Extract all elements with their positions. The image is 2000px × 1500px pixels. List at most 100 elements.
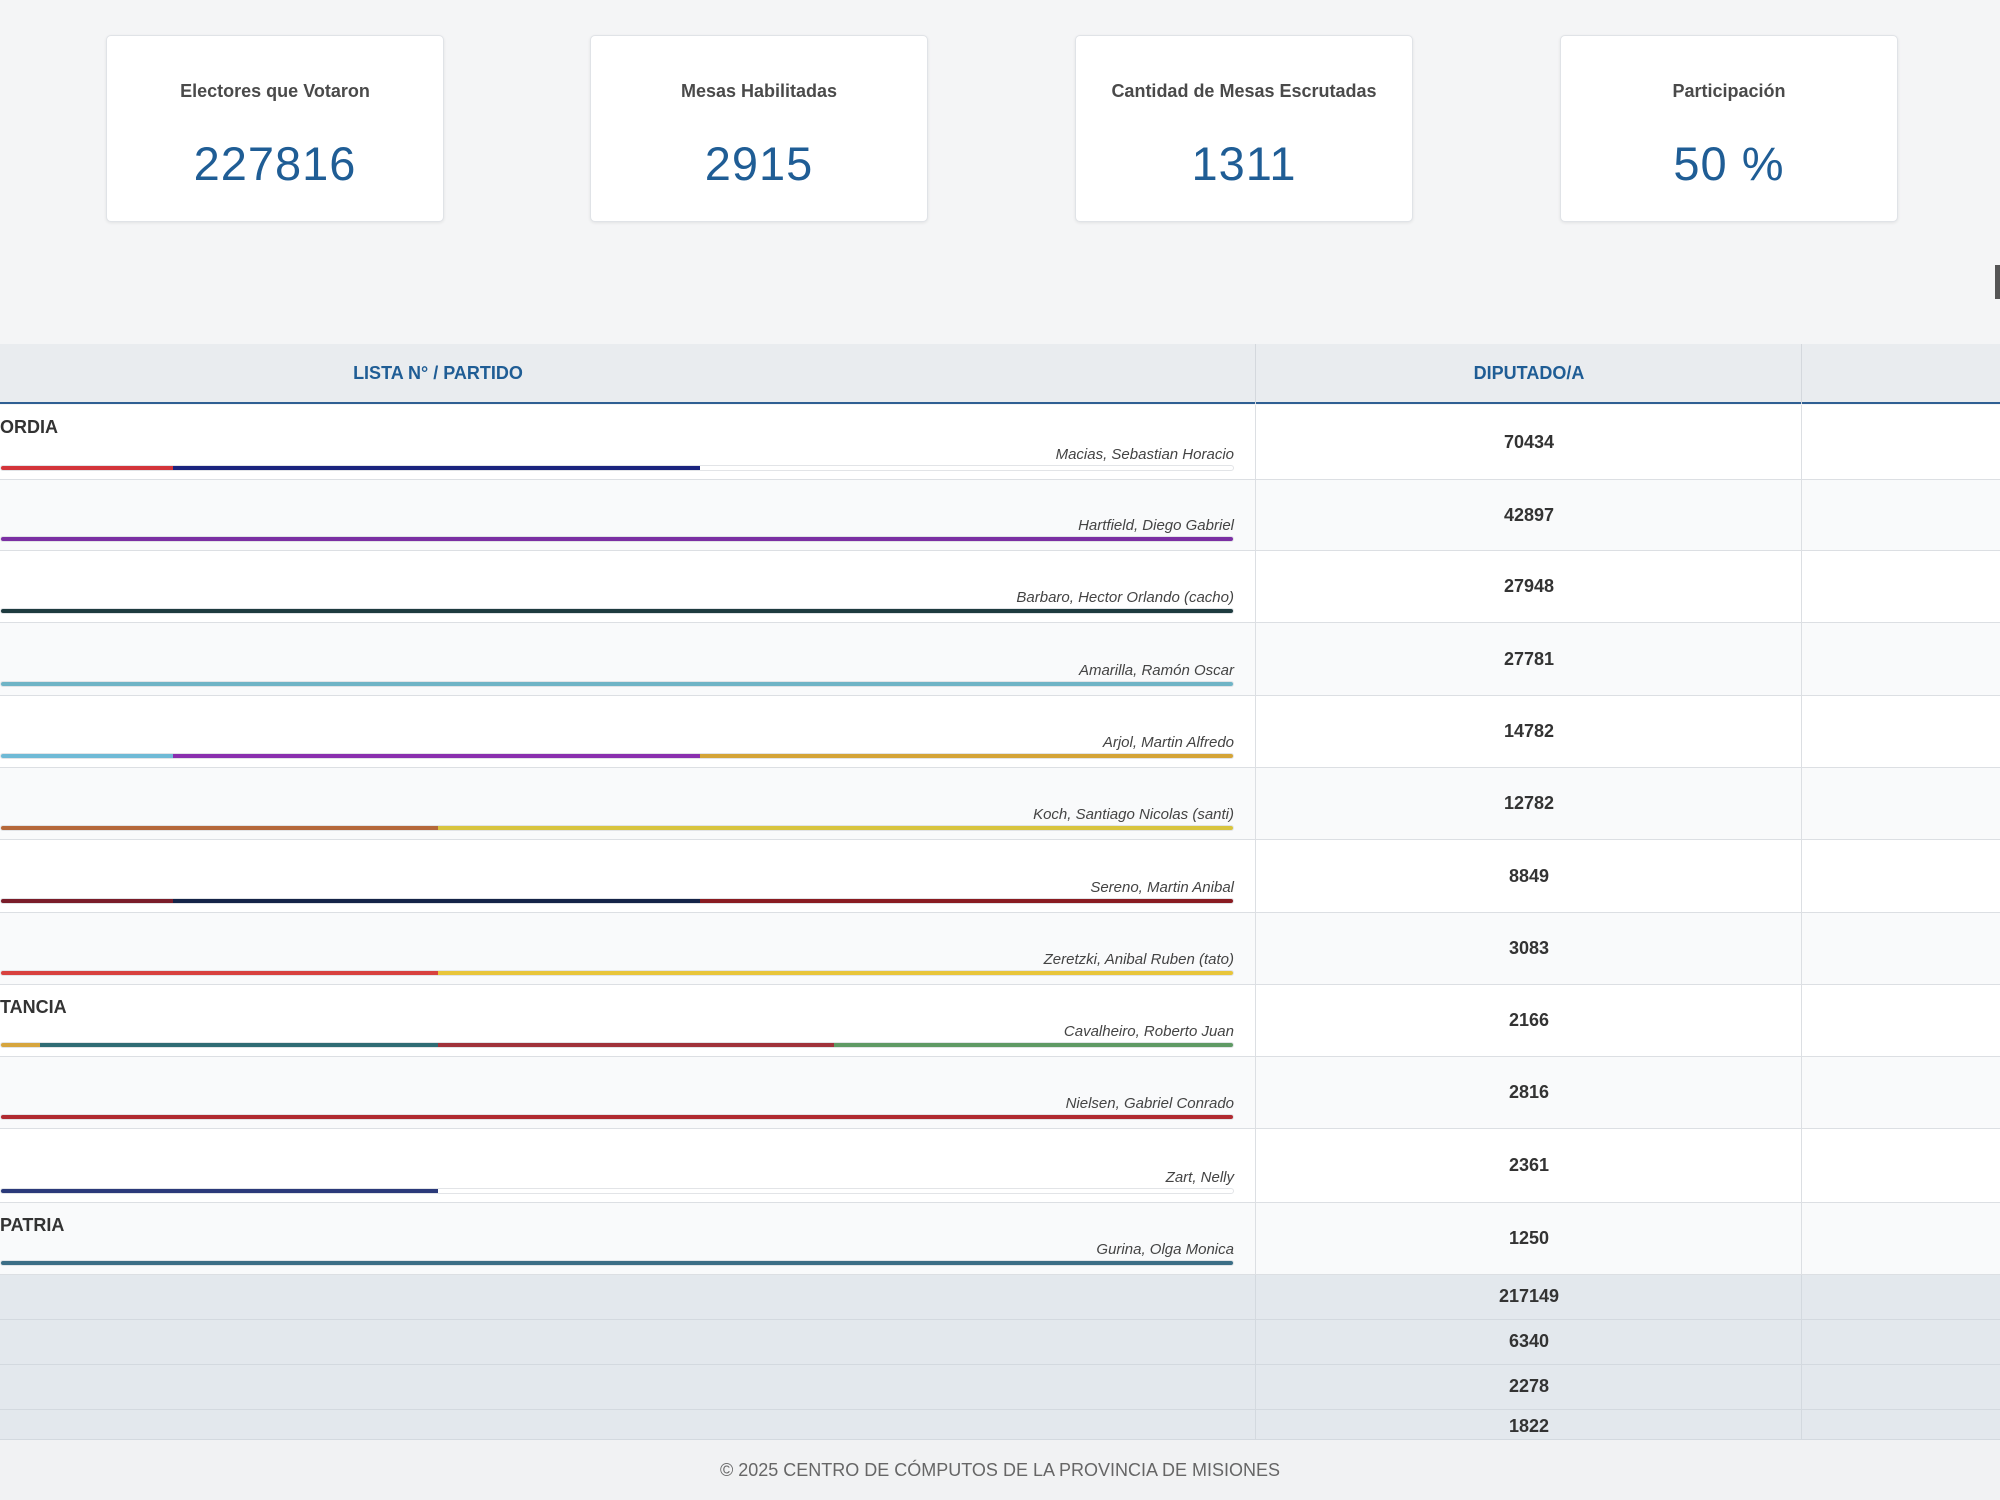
stat-title: Participación	[1672, 81, 1786, 101]
stat-card-mesas-escrutadas: Cantidad de Mesas Escrutadas 1311	[1075, 35, 1413, 222]
party-name: PATRIA	[0, 1215, 65, 1235]
vote-progress-segment	[438, 971, 1233, 975]
column-divider	[1255, 1410, 1256, 1439]
total-votes: 6340	[1508, 1331, 1550, 1351]
party-name: ORDIA	[0, 417, 58, 437]
stat-title: Mesas Habilitadas	[680, 81, 838, 101]
candidate-name: Barbaro, Hector Orlando (cacho)	[1016, 589, 1234, 606]
vote-progress-segment	[1, 466, 174, 470]
table-row[interactable]: Nielsen, Gabriel Conrado 2816	[0, 1057, 2000, 1129]
column-divider	[1255, 1129, 1256, 1202]
vote-progress-bar	[0, 608, 1234, 614]
candidate-name: Arjol, Martin Alfredo	[1102, 734, 1234, 751]
diputado-votes: 27781	[1503, 648, 1555, 669]
total-row: 217149	[0, 1275, 2000, 1320]
stat-card-participacion: Participación 50 %	[1560, 35, 1898, 222]
candidate-name: Zart, Nelly	[1165, 1169, 1234, 1186]
column-divider	[1801, 696, 1802, 767]
vote-progress-segment	[438, 1043, 834, 1047]
diputado-votes: 1250	[1508, 1228, 1550, 1248]
column-divider	[1255, 480, 1256, 550]
vote-progress-segment	[173, 466, 700, 470]
diputado-votes: 8849	[1508, 865, 1550, 886]
column-divider	[1255, 344, 1256, 404]
stat-value: 50 %	[1673, 137, 1785, 190]
column-divider	[1801, 1365, 1802, 1409]
vote-progress-segment	[699, 899, 1233, 903]
vote-progress-bar	[0, 465, 1234, 471]
column-divider	[1801, 1203, 1802, 1274]
table-row[interactable]: Arjol, Martin Alfredo 14782	[0, 696, 2000, 768]
vote-progress-segment	[1, 537, 1233, 541]
vote-progress-bar	[0, 536, 1234, 542]
candidate-name: Gurina, Olga Monica	[1096, 1241, 1234, 1258]
diputado-votes: 70434	[1503, 431, 1555, 452]
total-row: 2278	[0, 1365, 2000, 1410]
column-divider	[1801, 1057, 1802, 1128]
column-divider	[1255, 1275, 1256, 1319]
column-divider	[1255, 985, 1256, 1056]
vote-progress-segment	[173, 899, 700, 903]
vote-progress-segment	[1, 899, 174, 903]
vote-progress-bar	[0, 825, 1234, 831]
total-row: 6340	[0, 1320, 2000, 1365]
vote-progress-bar	[0, 681, 1234, 687]
vote-progress-segment	[173, 754, 700, 758]
column-divider	[1255, 840, 1256, 912]
party-name: TANCIA	[0, 997, 67, 1017]
table-row[interactable]: Koch, Santiago Nicolas (santi) 12782	[0, 768, 2000, 840]
total-votes: 2278	[1508, 1376, 1550, 1396]
column-divider	[1255, 1320, 1256, 1364]
candidate-name: Sereno, Martin Anibal	[1090, 879, 1234, 896]
table-row[interactable]: Barbaro, Hector Orlando (cacho) 27948	[0, 551, 2000, 623]
vote-progress-segment	[1, 609, 1233, 613]
table-row[interactable]: Sereno, Martin Anibal 8849	[0, 840, 2000, 913]
vote-progress-bar	[0, 898, 1234, 904]
column-header-diputado[interactable]: DIPUTADO/A	[1473, 363, 1585, 383]
stat-value: 2915	[704, 137, 814, 190]
column-divider	[1255, 768, 1256, 839]
column-divider	[1255, 913, 1256, 984]
vote-progress-segment	[1, 971, 439, 975]
scroll-marker[interactable]	[1995, 265, 2000, 299]
vote-progress-bar	[0, 1042, 1234, 1048]
column-divider	[1801, 985, 1802, 1056]
total-votes: 1822	[1508, 1416, 1550, 1436]
footer-copyright: © 2025 CENTRO DE CÓMPUTOS DE LA PROVINCI…	[0, 1440, 2000, 1500]
table-row[interactable]: TANCIA Cavalheiro, Roberto Juan 2166	[0, 985, 2000, 1057]
stat-title: Electores que Votaron	[180, 81, 370, 101]
candidate-name: Zeretzki, Anibal Ruben (tato)	[1043, 951, 1234, 968]
diputado-votes: 42897	[1503, 504, 1555, 525]
column-divider	[1801, 480, 1802, 550]
vote-progress-segment	[1, 1115, 1233, 1119]
vote-progress-bar	[0, 970, 1234, 976]
vote-progress-segment	[1, 1043, 41, 1047]
table-row[interactable]: Zart, Nelly 2361	[0, 1129, 2000, 1203]
column-divider	[1255, 405, 1256, 479]
table-row[interactable]: Hartfield, Diego Gabriel 42897	[0, 480, 2000, 551]
table-row[interactable]: Amarilla, Ramón Oscar 27781	[0, 623, 2000, 696]
stat-title: Cantidad de Mesas Escrutadas	[1111, 81, 1377, 101]
table-row[interactable]: PATRIA Gurina, Olga Monica 1250	[0, 1203, 2000, 1275]
stat-card-mesas-habilitadas: Mesas Habilitadas 2915	[590, 35, 928, 222]
results-table-header: LISTA N° / PARTIDO DIPUTADO/A	[0, 344, 2000, 404]
candidate-name: Nielsen, Gabriel Conrado	[1065, 1095, 1234, 1112]
candidate-name: Amarilla, Ramón Oscar	[1078, 662, 1234, 679]
total-votes: 217149	[1498, 1286, 1560, 1306]
vote-progress-segment	[1, 682, 1233, 686]
column-divider	[1801, 551, 1802, 622]
column-divider	[1801, 1320, 1802, 1364]
table-row[interactable]: ORDIA Macias, Sebastian Horacio 70434	[0, 405, 2000, 480]
column-divider	[1255, 1203, 1256, 1274]
column-divider	[1801, 344, 1802, 404]
vote-progress-bar	[0, 753, 1234, 759]
diputado-votes: 14782	[1503, 721, 1555, 741]
vote-progress-bar	[0, 1260, 1234, 1266]
vote-progress-bar	[0, 1188, 1234, 1194]
vote-progress-segment	[1, 754, 174, 758]
diputado-votes: 2816	[1508, 1082, 1550, 1102]
column-header-party[interactable]: LISTA N° / PARTIDO	[353, 363, 523, 383]
column-divider	[1801, 913, 1802, 984]
table-row[interactable]: Zeretzki, Anibal Ruben (tato) 3083	[0, 913, 2000, 985]
column-divider	[1801, 840, 1802, 912]
